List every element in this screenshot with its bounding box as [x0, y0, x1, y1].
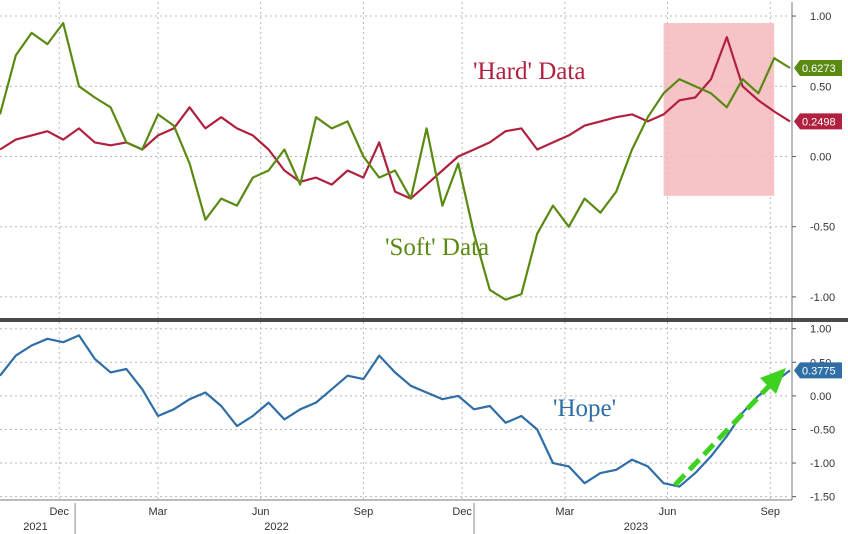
highlight-box — [663, 23, 775, 196]
x-year-label: 2021 — [23, 521, 47, 533]
y-tick-label: 0.00 — [810, 151, 831, 163]
hard-data-label: 'Hard' Data — [473, 58, 585, 85]
x-tick-label: Dec — [452, 506, 472, 518]
arrow-shaft — [673, 383, 772, 487]
badge-shape — [794, 362, 842, 379]
last-value-badge: 0.2498 — [794, 113, 842, 130]
x-tick-label: Sep — [354, 506, 374, 518]
trend-arrow — [673, 368, 786, 487]
y-tick-label: -0.50 — [810, 222, 835, 234]
series-layer — [0, 22, 791, 488]
y-tick-label: 0.50 — [810, 81, 831, 93]
y-tick-label: -1.00 — [810, 292, 835, 304]
x-tick-label: Mar — [149, 506, 168, 518]
last-value-badges: 0.2498 0.6273 0.3775 — [794, 60, 842, 379]
x-tick-label: Sep — [760, 506, 780, 518]
badge-value: 0.3775 — [802, 365, 836, 377]
x-tick-label: Jun — [252, 506, 270, 518]
y-tick-label: -0.50 — [810, 424, 835, 436]
arrow-head — [760, 368, 786, 394]
soft-data-label: 'Soft' Data — [385, 234, 489, 261]
series-line — [0, 334, 791, 488]
badge-shape — [794, 60, 842, 77]
y-tick-label: 1.00 — [810, 11, 831, 23]
y-tick-label: 0.00 — [810, 391, 831, 403]
series-line — [0, 22, 791, 301]
hope-label: 'Hope' — [553, 395, 616, 422]
badge-shape — [794, 113, 842, 130]
badge-value: 0.6273 — [802, 63, 836, 75]
y-tick-label: -1.50 — [810, 492, 835, 504]
x-year-label: 2022 — [264, 521, 288, 533]
x-tick-label: Dec — [49, 506, 69, 518]
badge-value: 0.2498 — [802, 116, 836, 128]
last-value-badge: 0.3775 — [794, 362, 842, 379]
y-tick-label: 1.00 — [810, 324, 831, 336]
x-tick-label: Jun — [659, 506, 677, 518]
last-value-badge: 0.6273 — [794, 60, 842, 77]
x-year-label: 2023 — [624, 521, 648, 533]
x-tick-label: Mar — [555, 506, 574, 518]
grid-layer — [0, 2, 790, 500]
y-tick-label: -1.00 — [810, 458, 835, 470]
